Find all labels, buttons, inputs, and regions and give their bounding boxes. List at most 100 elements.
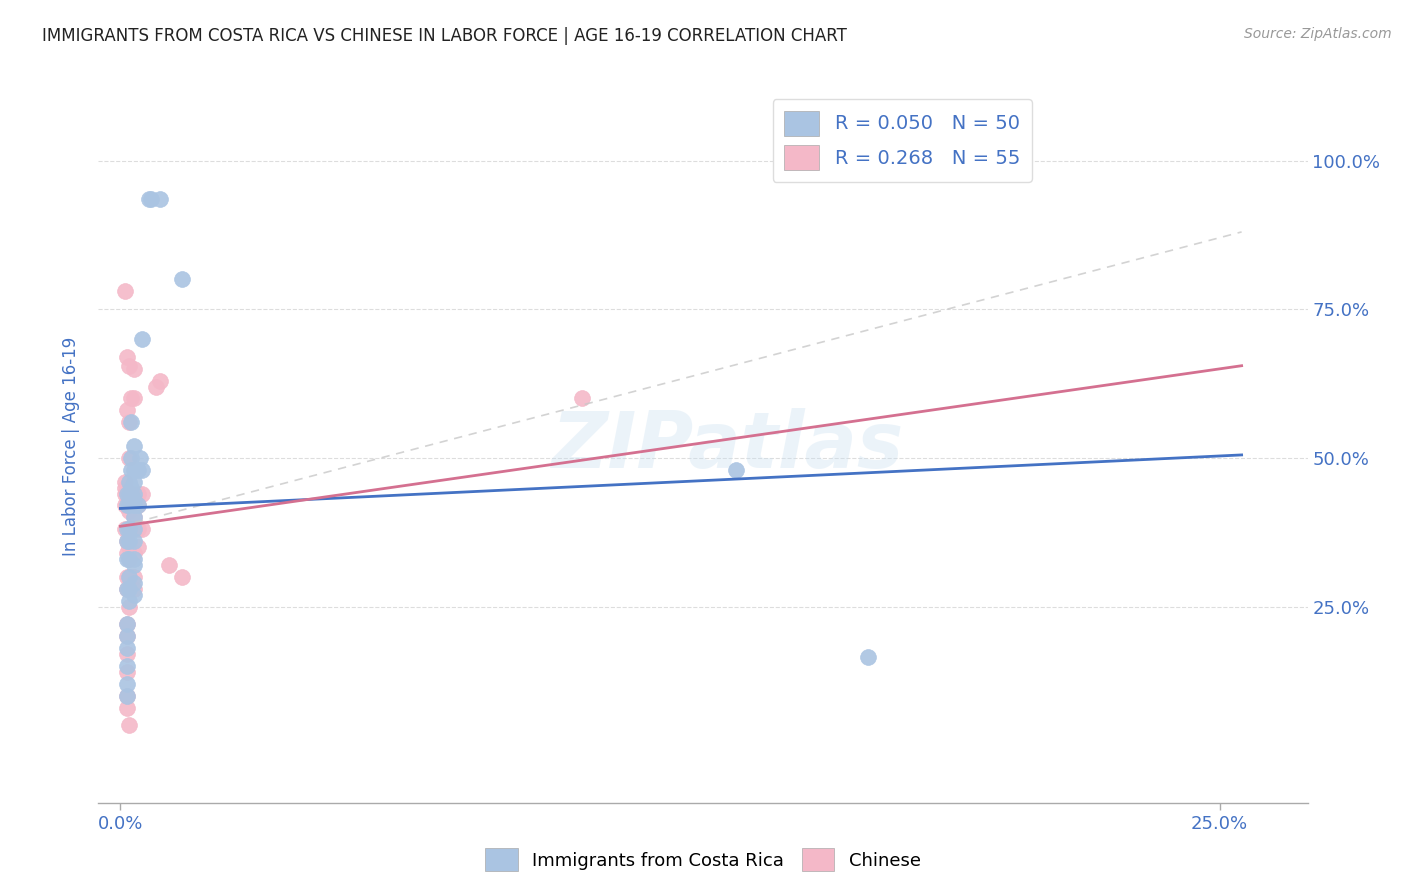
Point [118, 540, 141, 554]
Point [115, 582, 138, 596]
Point [118, 570, 141, 584]
Point [118, 415, 141, 429]
Point [115, 350, 138, 364]
Point [115, 629, 138, 643]
Text: ZIPatlas: ZIPatlas [551, 408, 903, 484]
Point [122, 486, 145, 500]
Text: Source: ZipAtlas.com: Source: ZipAtlas.com [1244, 27, 1392, 41]
Point [118, 718, 141, 732]
Point [138, 192, 160, 206]
Point [115, 522, 138, 536]
Point [127, 540, 149, 554]
Point [115, 689, 138, 703]
Point [122, 392, 145, 406]
Point [149, 192, 172, 206]
Point [115, 534, 138, 549]
Point [571, 392, 593, 406]
Point [118, 570, 141, 584]
Point [122, 552, 145, 566]
Point [115, 617, 138, 632]
Point [157, 558, 180, 572]
Point [114, 481, 136, 495]
Y-axis label: In Labor Force | Age 16-19: In Labor Force | Age 16-19 [62, 336, 80, 556]
Point [122, 510, 145, 524]
Point [122, 522, 145, 536]
Point [118, 534, 141, 549]
Point [120, 392, 142, 406]
Point [724, 463, 747, 477]
Point [122, 510, 145, 524]
Point [122, 522, 145, 536]
Point [115, 617, 138, 632]
Point [118, 599, 141, 614]
Point [118, 552, 141, 566]
Point [115, 486, 138, 500]
Point [122, 534, 145, 549]
Point [115, 552, 138, 566]
Point [114, 486, 136, 500]
Point [122, 361, 145, 376]
Point [122, 575, 145, 590]
Point [115, 689, 138, 703]
Point [114, 285, 136, 299]
Point [118, 522, 141, 536]
Point [115, 629, 138, 643]
Point [115, 665, 138, 679]
Point [115, 700, 138, 714]
Point [118, 475, 141, 489]
Point [127, 499, 149, 513]
Point [115, 582, 138, 596]
Point [115, 403, 138, 417]
Point [127, 499, 149, 513]
Point [127, 463, 149, 477]
Point [122, 570, 145, 584]
Point [122, 439, 145, 453]
Point [118, 552, 141, 566]
Point [120, 415, 142, 429]
Point [118, 582, 141, 596]
Point [122, 475, 145, 489]
Point [122, 499, 145, 513]
Point [141, 192, 163, 206]
Legend: R = 0.050   N = 50, R = 0.268   N = 55: R = 0.050 N = 50, R = 0.268 N = 55 [772, 99, 1032, 182]
Point [118, 582, 141, 596]
Point [122, 582, 145, 596]
Point [122, 558, 145, 572]
Point [856, 650, 879, 665]
Point [118, 486, 141, 500]
Point [120, 481, 142, 495]
Point [122, 546, 145, 560]
Point [131, 463, 153, 477]
Point [118, 486, 141, 500]
Point [118, 492, 141, 507]
Text: IMMIGRANTS FROM COSTA RICA VS CHINESE IN LABOR FORCE | AGE 16-19 CORRELATION CHA: IMMIGRANTS FROM COSTA RICA VS CHINESE IN… [42, 27, 846, 45]
Point [122, 486, 145, 500]
Point [115, 659, 138, 673]
Point [115, 641, 138, 656]
Point [129, 450, 152, 465]
Point [149, 374, 172, 388]
Point [114, 522, 136, 536]
Point [120, 486, 142, 500]
Point [120, 463, 142, 477]
Legend: Immigrants from Costa Rica, Chinese: Immigrants from Costa Rica, Chinese [478, 841, 928, 879]
Point [115, 546, 138, 560]
Point [118, 499, 141, 513]
Point [131, 522, 153, 536]
Point [115, 647, 138, 661]
Point [118, 522, 141, 536]
Point [131, 486, 153, 500]
Point [122, 499, 145, 513]
Point [115, 570, 138, 584]
Point [120, 486, 142, 500]
Point [118, 450, 141, 465]
Point [118, 359, 141, 373]
Point [127, 522, 149, 536]
Point [122, 463, 145, 477]
Point [122, 492, 145, 507]
Point [120, 450, 142, 465]
Point [122, 588, 145, 602]
Point [127, 486, 149, 500]
Point [118, 593, 141, 607]
Point [115, 677, 138, 691]
